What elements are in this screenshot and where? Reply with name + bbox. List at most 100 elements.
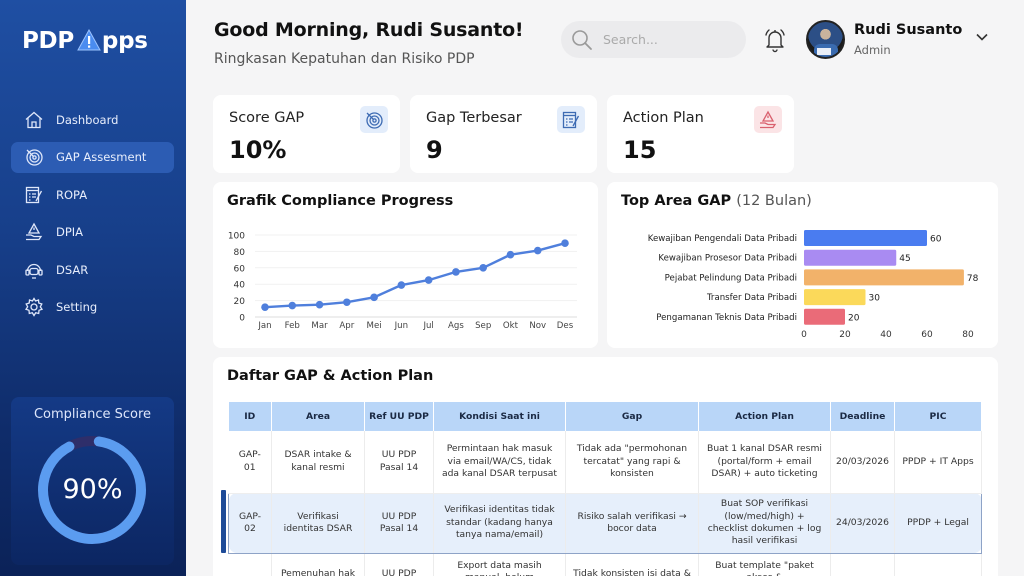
gear-icon bbox=[24, 297, 44, 317]
sidebar-item-label: DSAR bbox=[56, 262, 89, 277]
cell-gap: Tidak ada "permohonan tercatat" yang rap… bbox=[565, 431, 699, 494]
svg-text:Jan: Jan bbox=[257, 321, 271, 331]
cell-kondisi: Verifikasi identitas tidak standar (kada… bbox=[433, 492, 566, 554]
cell-kondisi: Export data masih manual, belum bbox=[433, 553, 566, 576]
svg-text:Transfer Data Pribadi: Transfer Data Pribadi bbox=[706, 293, 797, 303]
cell-id bbox=[228, 553, 272, 576]
cell-area: DSAR intake & kanal resmi bbox=[271, 431, 365, 494]
svg-text:40: 40 bbox=[880, 330, 892, 340]
user-role: Admin bbox=[854, 43, 891, 57]
greeting-subtitle: Ringkasan Kepatuhan dan Risiko PDP bbox=[214, 51, 475, 67]
greeting-title: Good Morning, Rudi Susanto! bbox=[214, 19, 524, 41]
column-header[interactable]: Area bbox=[271, 402, 365, 431]
sidebar-item-setting[interactable]: Setting bbox=[11, 292, 174, 323]
svg-text:20: 20 bbox=[839, 330, 851, 340]
sidebar-item-dpia[interactable]: DPIA bbox=[11, 217, 174, 248]
svg-text:Jul: Jul bbox=[422, 321, 433, 331]
cell-action-plan: Buat 1 kanal DSAR resmi (portal/form + e… bbox=[698, 431, 831, 494]
svg-text:20: 20 bbox=[234, 297, 246, 307]
stat-value: 10% bbox=[229, 136, 287, 164]
svg-text:Mar: Mar bbox=[311, 321, 328, 331]
table-header-row: ID Area Ref UU PDP Kondisi Saat ini Gap … bbox=[228, 402, 982, 431]
cell-area: Pemenuhan hak bbox=[271, 553, 365, 576]
table-title: Daftar GAP & Action Plan bbox=[227, 368, 434, 384]
sidebar: PDP pps Dashboard GAP Assesment ROPA bbox=[0, 0, 186, 576]
cell-id: GAP-02 bbox=[228, 492, 272, 554]
compliance-score-card: Compliance Score 90% bbox=[11, 397, 174, 565]
svg-text:78: 78 bbox=[967, 274, 979, 284]
selected-row-indicator bbox=[221, 490, 226, 553]
cell-gap: Tidak konsisten isi data & bbox=[565, 553, 699, 576]
sidebar-item-ropa[interactable]: ROPA bbox=[11, 179, 174, 210]
svg-text:Apr: Apr bbox=[339, 321, 354, 331]
column-header[interactable]: Kondisi Saat ini bbox=[433, 402, 566, 431]
stat-card-action-plan: Action Plan 15 bbox=[607, 95, 794, 173]
column-header[interactable]: Gap bbox=[565, 402, 699, 431]
svg-text:80: 80 bbox=[962, 330, 974, 340]
svg-text:0: 0 bbox=[801, 330, 807, 340]
cell-pic: PPDP + Legal bbox=[894, 492, 982, 554]
svg-text:60: 60 bbox=[234, 264, 246, 274]
notification-bell-icon[interactable] bbox=[762, 26, 788, 54]
svg-text:Des: Des bbox=[557, 321, 574, 331]
column-header[interactable]: Ref UU PDP bbox=[364, 402, 434, 431]
top-area-gap-bar-chart: Kewajiban Pengendali Data Pribadi 60 Kewaj… bbox=[648, 230, 979, 340]
svg-text:Ags: Ags bbox=[448, 321, 464, 331]
table-row[interactable]: GAP-01 DSAR intake & kanal resmi UU PDP … bbox=[228, 431, 982, 494]
svg-text:20: 20 bbox=[848, 313, 860, 323]
svg-text:0: 0 bbox=[239, 314, 245, 324]
gap-action-plan-panel: Daftar GAP & Action Plan ID Area Ref UU … bbox=[213, 357, 998, 576]
stat-label: Gap Terbesar bbox=[426, 110, 522, 126]
svg-text:Nov: Nov bbox=[529, 321, 546, 331]
sidebar-item-label: GAP Assesment bbox=[56, 150, 147, 164]
cell-kondisi: Permintaan hak masuk via email/WA/CS, ti… bbox=[433, 431, 566, 494]
compliance-line-chart: 0 20 40 60 80 100 Jan Feb Mar Apr Mei Jun Jul Ags Sep O… bbox=[228, 232, 577, 331]
cell-action-plan: Buat template "paket akses & bbox=[698, 553, 831, 576]
user-name[interactable]: Rudi Susanto bbox=[854, 22, 963, 38]
compliance-ring bbox=[38, 435, 146, 544]
svg-text:100: 100 bbox=[228, 232, 245, 242]
compliance-progress-panel: Grafik Compliance Progress 0 20 40 60 80 100 J… bbox=[213, 182, 598, 348]
app-logo[interactable]: PDP pps bbox=[22, 28, 148, 54]
search-input[interactable] bbox=[603, 32, 733, 47]
column-header[interactable]: Deadline bbox=[830, 402, 895, 431]
cell-deadline: 24/03/2026 bbox=[830, 492, 895, 554]
user-avatar[interactable] bbox=[806, 20, 845, 59]
cell-action-plan: Buat SOP verifikasi (low/med/high) + che… bbox=[698, 492, 831, 554]
cell-id: GAP-01 bbox=[228, 431, 272, 494]
column-header[interactable]: ID bbox=[228, 402, 272, 431]
svg-text:Kewajiban Prosesor Data Pribad: Kewajiban Prosesor Data Pribadi bbox=[658, 254, 797, 264]
cell-pic bbox=[894, 553, 982, 576]
chevron-down-icon[interactable] bbox=[975, 32, 989, 42]
stat-label: Score GAP bbox=[229, 110, 305, 126]
column-header[interactable]: PIC bbox=[894, 402, 982, 431]
table-row[interactable]: Pemenuhan hak UU PDP Pasal Export data m… bbox=[228, 553, 982, 576]
sidebar-item-dashboard[interactable]: Dashboard bbox=[11, 104, 174, 135]
app-name-suffix: pps bbox=[101, 28, 148, 54]
svg-text:Sep: Sep bbox=[475, 321, 491, 331]
svg-text:Pengamanan Teknis Data Pribadi: Pengamanan Teknis Data Pribadi bbox=[656, 313, 797, 323]
cell-deadline: 20/03/2026 bbox=[830, 431, 895, 494]
svg-text:45: 45 bbox=[899, 254, 910, 264]
svg-text:60: 60 bbox=[921, 330, 933, 340]
top-area-gap-panel: Top Area GAP (12 Bulan) Kewajiban Pengen… bbox=[607, 182, 998, 348]
chart-title: Top Area GAP (12 Bulan) bbox=[621, 193, 812, 209]
sidebar-item-gap-assesment[interactable]: GAP Assesment bbox=[11, 141, 174, 173]
search-bar[interactable] bbox=[561, 21, 746, 58]
cell-ref: UU PDP Pasal 14 bbox=[364, 431, 434, 494]
sidebar-item-label: Setting bbox=[56, 300, 98, 314]
sidebar-item-dsar[interactable]: DSAR bbox=[11, 254, 174, 285]
svg-text:Jun: Jun bbox=[394, 321, 408, 331]
app-name-prefix: PDP bbox=[22, 28, 74, 54]
sidebar-item-label: DPIA bbox=[56, 225, 84, 239]
svg-text:40: 40 bbox=[234, 281, 246, 291]
compliance-score-value: 90% bbox=[62, 474, 123, 505]
svg-text:Kewajiban Pengendali Data Prib: Kewajiban Pengendali Data Pribadi bbox=[648, 234, 797, 244]
chart-title: Grafik Compliance Progress bbox=[227, 193, 454, 209]
svg-text:Feb: Feb bbox=[285, 321, 300, 331]
home-icon bbox=[24, 110, 44, 130]
sidebar-nav: Dashboard GAP Assesment ROPA DPIA DSAR bbox=[11, 104, 174, 329]
column-header[interactable]: Action Plan bbox=[698, 402, 831, 431]
sidebar-item-label: ROPA bbox=[56, 187, 88, 202]
table-row-selected[interactable]: GAP-02 Verifikasi identitas DSAR UU PDP … bbox=[228, 492, 982, 554]
